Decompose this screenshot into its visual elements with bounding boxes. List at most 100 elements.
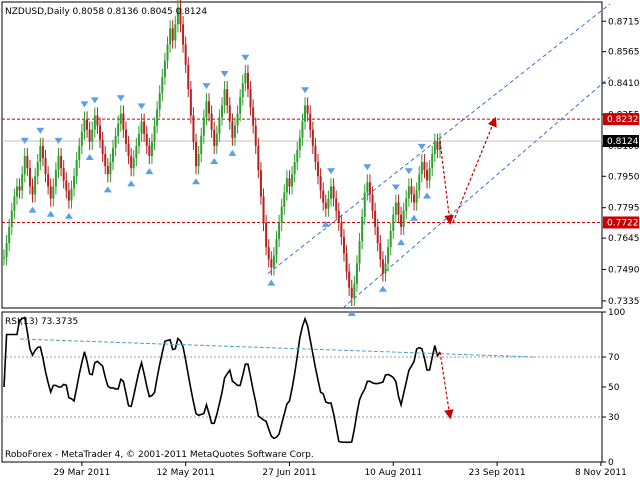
price-bar-body [161, 76, 164, 94]
price-bar-body [171, 28, 174, 41]
price-bar-body [410, 186, 413, 195]
price-bar-body [127, 143, 130, 157]
price-bar-body [415, 190, 418, 203]
price-bar-body [54, 170, 57, 187]
x-tick-label: 23 Sep 2011 [469, 468, 526, 478]
price-bar-body [221, 105, 223, 118]
price-bar-body [18, 186, 21, 191]
price-bar-body [389, 230, 392, 248]
price-bar-body [361, 216, 364, 242]
axis-layer: 0.88700.87150.85650.84100.82550.81000.79… [53, 17, 640, 478]
price-bar-body [44, 158, 47, 175]
rsi-title: RSI(13) 73.3735 [5, 317, 78, 327]
price-bar-body [428, 168, 431, 181]
price-bar-body [5, 243, 8, 258]
price-bar-body [205, 101, 208, 118]
price-bar-body [80, 131, 83, 146]
price-bar-body [236, 113, 239, 126]
price-bar-body [140, 121, 143, 134]
rsi-y-tick-label: 30 [608, 413, 620, 423]
price-bar-body [436, 141, 439, 150]
price-bar-body [407, 186, 410, 199]
price-bar-body [368, 182, 371, 195]
price-bar-body [187, 64, 190, 90]
price-bar-body [254, 125, 257, 146]
rsi-y-tick-label: 50 [608, 383, 620, 393]
price-bar-body [283, 192, 286, 207]
price-bar-body [34, 176, 37, 195]
y-tick-label: 0.7950 [608, 172, 640, 182]
price-bar-body [342, 237, 345, 254]
price-bar-body [363, 192, 366, 217]
price-bar-body [324, 202, 327, 209]
price-bar-body [280, 206, 283, 223]
price-bar-body [213, 129, 216, 146]
price-bar-body [114, 135, 117, 148]
y-tick-label: 0.7645 [608, 234, 640, 244]
price-bar-body [184, 44, 187, 65]
price-bar-body [340, 222, 343, 238]
price-bar-body [322, 190, 325, 203]
price-bar-body [379, 243, 382, 260]
price-bar-body [394, 202, 397, 215]
price-bar-body [392, 214, 395, 231]
price-bar-body [15, 186, 18, 197]
price-bar-body [350, 287, 353, 298]
price-bar-body [31, 186, 34, 195]
price-bar-body [99, 125, 102, 140]
price-bar-body [278, 222, 281, 240]
price-bar-body [314, 145, 317, 163]
price-bar-body [73, 176, 76, 189]
price-bar-body [366, 182, 369, 193]
copyright-footer: RoboForex - MetaTrader 4, © 2001-2011 Me… [5, 450, 314, 460]
rsi-y-tick-label: 70 [608, 353, 620, 363]
fractal-down-arrow [347, 310, 356, 317]
price-bar-body [270, 259, 273, 268]
price-bar-body [70, 188, 73, 201]
price-bar-body [246, 72, 249, 90]
level-price-tag [603, 113, 639, 126]
fractal-down-arrow [28, 206, 37, 213]
price-bar-body [106, 166, 109, 175]
price-bar-body [39, 145, 42, 163]
fractal-down-arrow [145, 168, 154, 175]
price-bar-body [332, 186, 335, 199]
price-bar-body [267, 247, 270, 260]
y-tick-label: 0.8715 [608, 17, 640, 27]
price-bar-body [298, 137, 301, 150]
price-bar-body [101, 139, 104, 154]
fractal-down-arrow [103, 186, 112, 193]
price-bar-body [265, 222, 268, 248]
price-bar-body [337, 210, 340, 223]
price-bar-body [233, 125, 236, 138]
y-tick-label: 0.7490 [608, 265, 640, 275]
current-price-label: 0.8124 [607, 137, 639, 147]
y-tick-label: 0.8410 [608, 79, 640, 89]
price-bar-body [272, 255, 275, 268]
price-bar-body [135, 145, 138, 159]
price-bar-body [202, 117, 205, 136]
price-bar-body [176, 8, 179, 25]
price-bar-body [431, 153, 434, 169]
price-bar-body [158, 93, 161, 110]
price-bar-body [109, 162, 112, 175]
price-bar-body [288, 178, 291, 187]
price-bar-body [420, 162, 423, 175]
price-bar-body [355, 263, 358, 284]
price-bar-body [195, 141, 198, 167]
price-bar-body [231, 121, 234, 138]
price-bar-body [423, 162, 426, 171]
price-bar-body [197, 153, 200, 167]
fractal-up-arrow [20, 137, 29, 144]
price-bar-body [345, 253, 348, 272]
price-bar-body [285, 178, 288, 193]
price-bar-body [301, 121, 304, 138]
price-bar-body [348, 271, 351, 288]
price-bar-body [418, 174, 421, 191]
price-bar-body [52, 186, 55, 199]
x-tick-label: 27 Jun 2011 [262, 468, 316, 478]
price-bar-body [83, 119, 86, 132]
rsi-y-tick-label: 0 [608, 458, 614, 468]
price-bar-body [228, 105, 231, 122]
